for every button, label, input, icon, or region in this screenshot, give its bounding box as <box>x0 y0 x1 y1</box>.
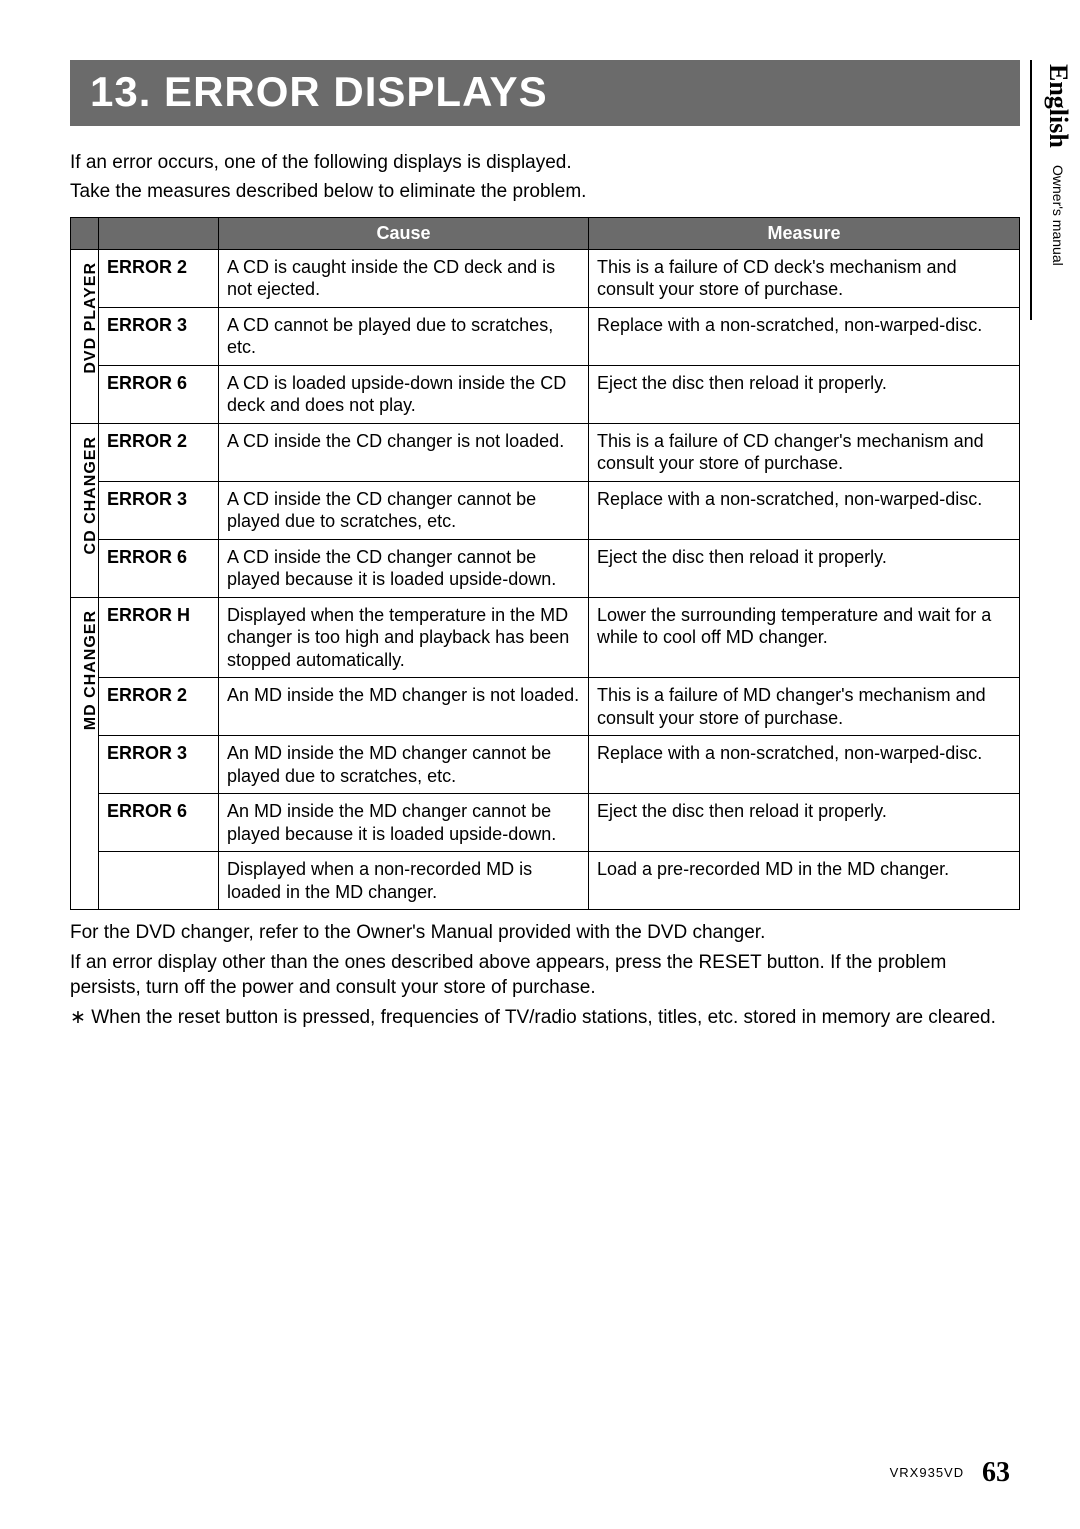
error-measure: This is a failure of MD changer's mechan… <box>589 678 1020 736</box>
section-title-bar: 13. ERROR DISPLAYS <box>70 60 1020 126</box>
error-measure: Lower the surrounding temperature and wa… <box>589 597 1020 678</box>
error-code: ERROR 6 <box>99 794 219 852</box>
note-line: If an error display other than the ones … <box>70 950 1020 1001</box>
language-tab: English <box>1043 60 1073 156</box>
page-number: 63 <box>982 1457 1010 1488</box>
table-header-row: Cause Measure <box>71 218 1020 250</box>
note-line: For the DVD changer, refer to the Owner'… <box>70 920 1020 946</box>
table-header-cause: Cause <box>219 218 589 250</box>
table-row: ERROR 3 An MD inside the MD changer cann… <box>71 736 1020 794</box>
table-row: ERROR 3 A CD inside the CD changer canno… <box>71 481 1020 539</box>
table-header-blank <box>99 218 219 250</box>
error-cause: Displayed when a non-recorded MD is load… <box>219 852 589 910</box>
table-row: Displayed when a non-recorded MD is load… <box>71 852 1020 910</box>
table-row: DVD PLAYER ERROR 2 A CD is caught inside… <box>71 249 1020 307</box>
table-row: ERROR 3 A CD cannot be played due to scr… <box>71 307 1020 365</box>
table-row: ERROR 2 An MD inside the MD changer is n… <box>71 678 1020 736</box>
error-cause: A CD is caught inside the CD deck and is… <box>219 249 589 307</box>
error-code: ERROR 3 <box>99 736 219 794</box>
error-cause: An MD inside the MD changer cannot be pl… <box>219 736 589 794</box>
table-row: ERROR 6 A CD is loaded upside-down insid… <box>71 365 1020 423</box>
error-code: ERROR 6 <box>99 539 219 597</box>
error-measure: This is a failure of CD deck's mechanism… <box>589 249 1020 307</box>
error-code: ERROR 6 <box>99 365 219 423</box>
table-row: ERROR 6 An MD inside the MD changer cann… <box>71 794 1020 852</box>
error-measure: Eject the disc then reload it properly. <box>589 539 1020 597</box>
section-label-cell: CD CHANGER <box>71 423 99 597</box>
table-row: MD CHANGER ERROR H Displayed when the te… <box>71 597 1020 678</box>
section-title: 13. ERROR DISPLAYS <box>90 68 1000 116</box>
error-measure: Replace with a non-scratched, non-warped… <box>589 307 1020 365</box>
note-line: ∗ When the reset button is pressed, freq… <box>70 1005 1020 1031</box>
error-cause: Displayed when the temperature in the MD… <box>219 597 589 678</box>
error-cause: An MD inside the MD changer cannot be pl… <box>219 794 589 852</box>
section-label: MD CHANGER <box>79 604 103 736</box>
table-row: ERROR 6 A CD inside the CD changer canno… <box>71 539 1020 597</box>
table-header-measure: Measure <box>589 218 1020 250</box>
page: 13. ERROR DISPLAYS If an error occurs, o… <box>0 0 1080 1075</box>
error-cause: An MD inside the MD changer is not loade… <box>219 678 589 736</box>
table-row: CD CHANGER ERROR 2 A CD inside the CD ch… <box>71 423 1020 481</box>
section-label: DVD PLAYER <box>79 256 103 380</box>
error-code: ERROR 3 <box>99 307 219 365</box>
error-measure: Eject the disc then reload it properly. <box>589 365 1020 423</box>
error-code: ERROR 2 <box>99 249 219 307</box>
error-code: ERROR H <box>99 597 219 678</box>
side-tab: English Owner's manual <box>1036 60 1080 271</box>
error-measure: Replace with a non-scratched, non-warped… <box>589 481 1020 539</box>
error-code: ERROR 3 <box>99 481 219 539</box>
error-measure: Load a pre-recorded MD in the MD changer… <box>589 852 1020 910</box>
error-cause: A CD inside the CD changer cannot be pla… <box>219 481 589 539</box>
error-code: ERROR 2 <box>99 678 219 736</box>
section-label: CD CHANGER <box>79 430 103 560</box>
error-cause: A CD cannot be played due to scratches, … <box>219 307 589 365</box>
intro-text: If an error occurs, one of the following… <box>70 150 1020 205</box>
section-label-cell: MD CHANGER <box>71 597 99 910</box>
manual-label: Owner's manual <box>1050 165 1066 266</box>
section-label-cell: DVD PLAYER <box>71 249 99 423</box>
intro-line: If an error occurs, one of the following… <box>70 150 1020 177</box>
error-cause: A CD inside the CD changer is not loaded… <box>219 423 589 481</box>
error-cause: A CD inside the CD changer cannot be pla… <box>219 539 589 597</box>
notes: For the DVD changer, refer to the Owner'… <box>70 920 1020 1031</box>
error-table: Cause Measure DVD PLAYER ERROR 2 A CD is… <box>70 217 1020 910</box>
error-measure: This is a failure of CD changer's mechan… <box>589 423 1020 481</box>
table-header-blank <box>71 218 99 250</box>
intro-line: Take the measures described below to eli… <box>70 179 1020 206</box>
error-measure: Eject the disc then reload it properly. <box>589 794 1020 852</box>
page-footer: VRX935VD 63 <box>890 1457 1010 1489</box>
error-code: ERROR 2 <box>99 423 219 481</box>
error-measure: Replace with a non-scratched, non-warped… <box>589 736 1020 794</box>
error-cause: A CD is loaded upside-down inside the CD… <box>219 365 589 423</box>
error-code <box>99 852 219 910</box>
side-divider <box>1030 60 1032 320</box>
model-number: VRX935VD <box>890 1465 964 1480</box>
